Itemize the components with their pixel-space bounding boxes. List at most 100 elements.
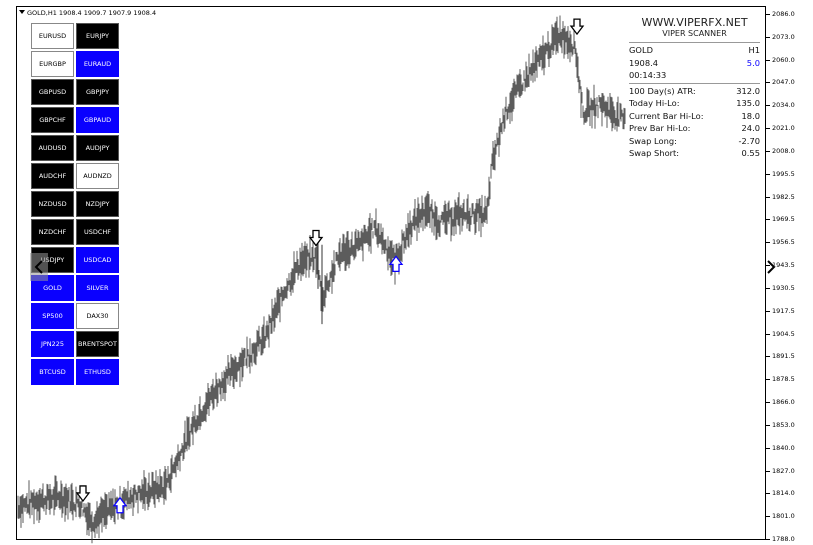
symbol-button-silver[interactable]: SILVER [76, 275, 119, 301]
brand-text: WWW.VIPERFX.NET [641, 16, 748, 29]
axis-tick [766, 82, 770, 84]
scanner-title: VIPER SCANNER [662, 29, 727, 38]
axis-tick [766, 242, 770, 244]
stat-label: Prev Bar Hi-Lo: [629, 123, 691, 133]
bar-timer: 00:14:33 [629, 70, 667, 80]
axis-tick [766, 310, 770, 312]
symbol-button-dax30[interactable]: DAX30 [76, 303, 119, 329]
stat-row: Prev Bar Hi-Lo: 24.0 [629, 122, 760, 135]
symbol-grid: EURUSD EURJPY EURGBP EURAUD GBPUSD GBPJPY GBPC… [31, 23, 119, 385]
spread-value: 5.0 [746, 57, 760, 68]
axis-tick [766, 493, 770, 495]
symbol-button-nzdchf[interactable]: NZDCHF [31, 219, 74, 245]
symbol-button-gbpchf[interactable]: GBPCHF [31, 107, 74, 133]
chevron-left-icon[interactable] [30, 253, 48, 281]
info-panel: WWW.VIPERFX.NET VIPER SCANNER GOLD H1 19… [629, 16, 760, 160]
axis-label: 1917.5 [772, 306, 795, 315]
axis-label: 1853.0 [772, 420, 795, 429]
axis-label: 1827.0 [772, 466, 795, 475]
symbol-button-jpn225[interactable]: JPN225 [31, 331, 74, 357]
axis-label: 1788.0 [772, 535, 795, 543]
stat-label: Swap Short: [629, 148, 680, 158]
axis-label: 1904.5 [772, 329, 795, 338]
axis-label: 2073.0 [772, 32, 795, 41]
sell-arrow-icon [569, 18, 585, 36]
symbol-button-brentspot[interactable]: BRENTSPOT [76, 331, 119, 357]
stat-row: Swap Long: -2.70 [629, 135, 760, 148]
symbol-button-nzdusd[interactable]: NZDUSD [31, 191, 74, 217]
symbol-button-eurjpy[interactable]: EURJPY [76, 23, 119, 49]
axis-label: 1982.5 [772, 192, 795, 201]
axis-label: 1878.5 [772, 375, 795, 384]
stat-row: Today Hi-Lo: 135.0 [629, 97, 760, 110]
stat-value: 0.55 [741, 148, 760, 158]
axis-label: 1930.5 [772, 283, 795, 292]
symbol-button-ethusd[interactable]: ETHUSD [76, 359, 119, 385]
axis-tick [766, 470, 770, 472]
axis-tick [766, 36, 770, 38]
symbol-button-gbpaud[interactable]: GBPAUD [76, 107, 119, 133]
axis-label: 1969.5 [772, 215, 795, 224]
axis-tick [766, 402, 770, 404]
axis-tick [766, 539, 770, 540]
axis-tick [766, 287, 770, 289]
axis-tick [766, 356, 770, 358]
stat-value: 135.0 [736, 98, 760, 108]
symbol-button-nzdjpy[interactable]: NZDJPY [76, 191, 119, 217]
divider [629, 42, 760, 43]
symbol-button-eurusd[interactable]: EURUSD [31, 23, 74, 49]
current-price: 1908.4 [629, 57, 659, 68]
symbol-button-btcusd[interactable]: BTCUSD [31, 359, 74, 385]
axis-label: 1995.5 [772, 169, 795, 178]
sell-arrow-icon [75, 485, 91, 503]
axis-tick [766, 516, 770, 518]
axis-tick [766, 379, 770, 381]
stat-label: Today Hi-Lo: [629, 98, 680, 108]
stat-label: Current Bar Hi-Lo: [629, 110, 704, 121]
axis-label: 2034.0 [772, 101, 795, 110]
axis-label: 1814.0 [772, 489, 795, 498]
stat-label: Swap Long: [629, 135, 677, 146]
symbol-button-audjpy[interactable]: AUDJPY [76, 135, 119, 161]
timeframe-value: H1 [748, 45, 760, 55]
chart-header: GOLD,H1 1908.4 1909.7 1907.9 1908.4 [27, 9, 157, 17]
stats-list: 100 Day(s) ATR: 312.0 Today Hi-Lo: 135.0 Cur… [629, 85, 760, 160]
symbol-button-audusd[interactable]: AUDUSD [31, 135, 74, 161]
axis-tick [766, 173, 770, 175]
axis-tick [766, 265, 770, 267]
symbol-button-audnzd[interactable]: AUDNZD [76, 163, 119, 189]
axis-tick [766, 128, 770, 130]
stat-value: -2.70 [738, 135, 760, 146]
axis-tick [766, 447, 770, 449]
axis-label: 1943.5 [772, 261, 795, 270]
symbol-button-usdchf[interactable]: USDCHF [76, 219, 119, 245]
axis-tick [766, 219, 770, 221]
buy-arrow-icon [112, 496, 128, 514]
axis-label: 2086.0 [772, 10, 795, 18]
chart-menu-icon[interactable] [19, 10, 25, 14]
stat-row: 100 Day(s) ATR: 312.0 [629, 85, 760, 98]
symbol-button-euraud[interactable]: EURAUD [76, 51, 119, 77]
symbol-button-usdcad[interactable]: USDCAD [76, 247, 119, 273]
axis-tick [766, 424, 770, 426]
stat-value: 18.0 [741, 110, 760, 121]
chevron-right-icon[interactable] [762, 253, 780, 281]
candles-group [17, 15, 626, 544]
axis-label: 1956.5 [772, 238, 795, 247]
symbol-button-gbpusd[interactable]: GBPUSD [31, 79, 74, 105]
symbol-button-sp500[interactable]: SP500 [31, 303, 74, 329]
sell-arrow-icon [308, 229, 324, 247]
stat-label: 100 Day(s) ATR: [629, 85, 696, 96]
axis-label: 1866.0 [772, 398, 795, 407]
axis-label: 2060.0 [772, 55, 795, 64]
axis-label: 2047.0 [772, 78, 795, 87]
symbol-button-audchf[interactable]: AUDCHF [31, 163, 74, 189]
axis-label: 1891.5 [772, 352, 795, 361]
buy-arrow-icon [388, 255, 404, 273]
axis-label: 2021.0 [772, 124, 795, 133]
axis-label: 1801.0 [772, 512, 795, 521]
axis-tick [766, 14, 770, 15]
symbol-button-eurgbp[interactable]: EURGBP [31, 51, 74, 77]
symbol-button-gbpjpy[interactable]: GBPJPY [76, 79, 119, 105]
